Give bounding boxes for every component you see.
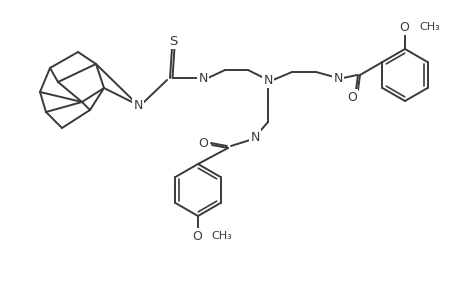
- Text: O: O: [346, 91, 356, 103]
- Text: N: N: [263, 74, 272, 86]
- Text: N: N: [198, 71, 207, 85]
- Text: N: N: [250, 130, 259, 143]
- Text: N: N: [133, 98, 142, 112]
- Text: O: O: [198, 136, 207, 149]
- Text: N: N: [333, 71, 342, 85]
- Text: S: S: [168, 34, 177, 47]
- Text: O: O: [192, 230, 202, 242]
- Text: CH₃: CH₃: [418, 22, 439, 32]
- Text: O: O: [398, 20, 408, 34]
- Text: CH₃: CH₃: [211, 231, 231, 241]
